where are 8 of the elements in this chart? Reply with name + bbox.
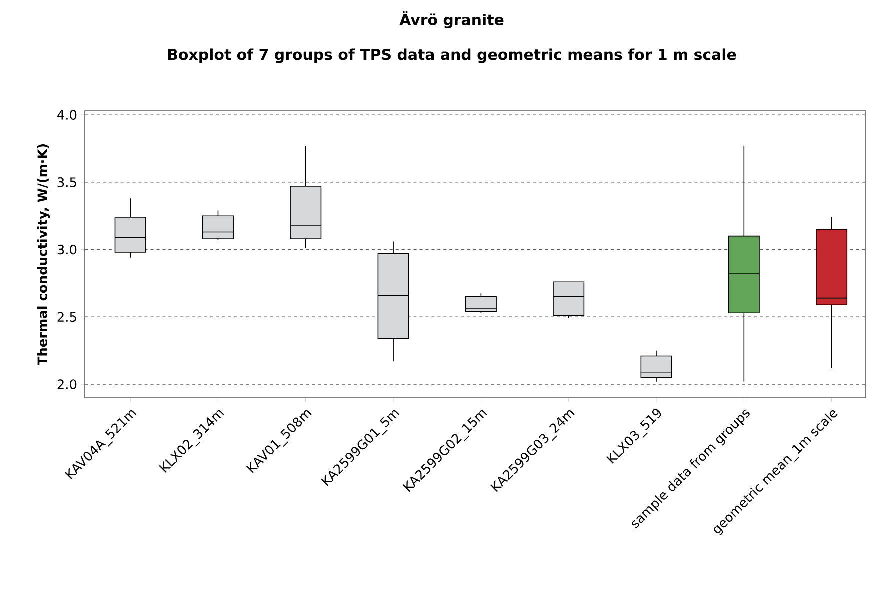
y-axis-title: Thermal conductivity, W/(m·K) [37,144,50,366]
y-tick-label: 2.0 [58,380,77,390]
y-tick-label: 3.0 [58,244,77,255]
chart-title: Ävrö granite [400,11,504,29]
chart-subtitle: Boxplot of 7 groups of TPS data and geometric means for 1 m scale [168,48,736,64]
y-tick-label: 2.5 [58,312,76,322]
y-tick-label: 4.0 [58,110,77,120]
y-tick-label: 3.5 [58,178,76,188]
